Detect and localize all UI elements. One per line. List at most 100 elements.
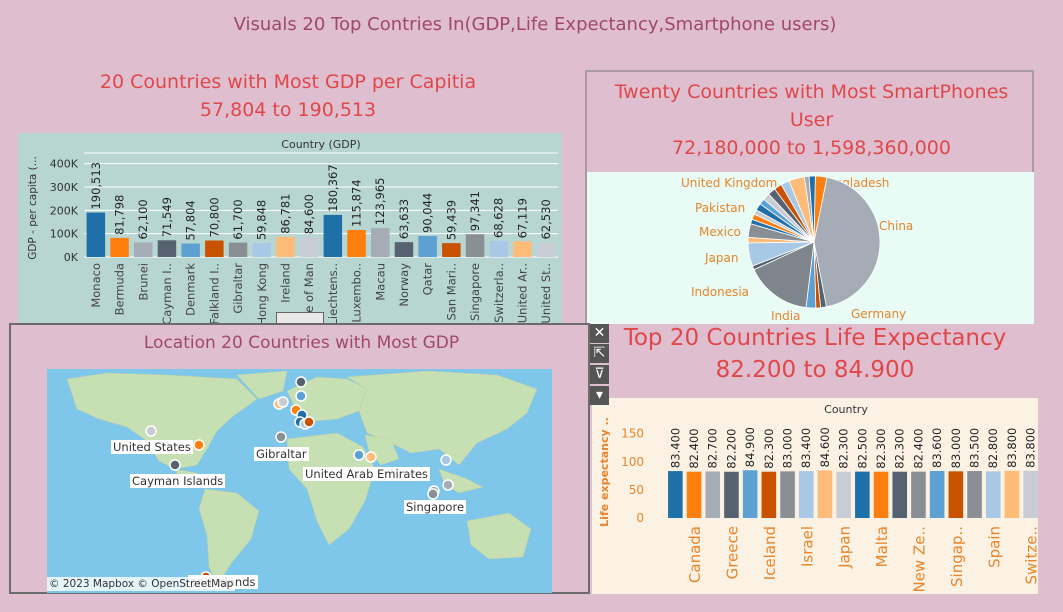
gdp-bar [347, 229, 366, 257]
page-title: Visuals 20 Top Contries In(GDP,Life Expe… [233, 14, 837, 35]
life-ytick: 50 [629, 483, 644, 497]
gdp-bar [181, 243, 200, 257]
world-map[interactable]: United States Cayman Islands Gibraltar U… [47, 369, 552, 593]
gdp-chart[interactable]: Country (GDP) GDP - per capita (... 0K 100K… [18, 133, 562, 326]
gdp-ytick: 200K [50, 204, 79, 217]
gdp-category-label: Macau [373, 263, 387, 301]
map-label-united-states: United States [111, 440, 193, 454]
gdp-bar [394, 242, 414, 257]
gdp-bar-label: 63,633 [397, 199, 411, 239]
gdp-category-label: San Mari.. [444, 263, 458, 321]
life-bar-label: 83.400 [799, 428, 813, 468]
resize-handle[interactable] [276, 312, 324, 324]
gdp-title: 20 Countries with Most GDP per Capitia [99, 71, 477, 93]
life-bar [948, 471, 964, 518]
world-map-svg [66, 370, 538, 586]
life-bar-label: 83.800 [1005, 428, 1019, 468]
marker-denmark [295, 390, 307, 402]
smartphone-subtitle: 72,180,000 to 1,598,360,000 [672, 137, 951, 159]
life-category-label: New Ze.. [910, 526, 928, 593]
filter-icon[interactable]: ⊽ [590, 365, 609, 384]
map-title: Location 20 Countries with Most GDP [143, 333, 460, 353]
gdp-bar-label: 70,800 [207, 197, 221, 237]
life-bar-label: 83.400 [668, 428, 682, 468]
life-bar-label: 83.600 [930, 428, 944, 468]
map-panel[interactable]: Location 20 Countries with Most GDP [9, 323, 590, 594]
gdp-bar [513, 241, 532, 257]
life-bar [892, 471, 908, 518]
smartphone-title-line1: Twenty Countries with Most SmartPhones [614, 81, 1009, 103]
life-chart-title: Top 20 Countries Life Expectancy 82.200 … [590, 322, 1040, 386]
life-ytick: 0 [636, 511, 644, 525]
gdp-category-label: Denmark [184, 263, 198, 316]
life-ylabel: Life expectancy .. [598, 417, 611, 527]
gdp-category-label: Ireland [278, 263, 292, 303]
gdp-bar [371, 228, 390, 257]
life-bar-label: 82.300 [762, 428, 776, 468]
gdp-ytick: 0K [64, 251, 79, 264]
gdp-bar [442, 243, 461, 257]
gdp-ytick: 400K [50, 158, 79, 171]
gdp-bar [276, 236, 295, 257]
gdp-category-label: Liechtens.. [326, 263, 340, 323]
gdp-category-label: Luxembo.. [350, 263, 364, 323]
map-label-gibraltar: Gibraltar [254, 447, 309, 461]
marker-norway [295, 376, 307, 388]
life-bar-label: 82.700 [706, 428, 720, 468]
life-bar [817, 470, 833, 518]
gdp-category-label: Qatar [421, 263, 435, 296]
marker-san-marino [303, 416, 315, 428]
smartphone-panel[interactable]: Twenty Countries with Most SmartPhones U… [585, 70, 1034, 324]
gdp-category-label: Cayman I.. [160, 263, 174, 323]
gdp-category-label: Hong Kong [255, 263, 269, 323]
gdp-bar-label: 62,530 [539, 199, 553, 239]
marker-bermuda [145, 425, 157, 437]
life-bar [855, 471, 870, 518]
life-bar [705, 471, 721, 518]
life-bar [761, 471, 777, 518]
more-options-icon[interactable]: ▾ [590, 386, 609, 405]
life-bar [1023, 470, 1038, 518]
smartphone-pie-area: Bangladesh China Germany India Indonesia Japa… [587, 172, 1034, 324]
life-bar-label: 83.000 [949, 428, 963, 468]
life-category-label: Greece [723, 526, 741, 579]
pie-slice-label: United Kingdom [681, 176, 777, 190]
gdp-category-label: United St.. [539, 263, 553, 323]
gdp-category-label: Gibraltar [231, 263, 245, 314]
life-chart[interactable]: Country Life expectancy .. 0 50 100 150 83.400… [592, 398, 1041, 594]
life-bar [929, 470, 945, 518]
pie-slice-label: India [771, 309, 800, 323]
life-category-label: Canada [686, 526, 704, 583]
life-bar [780, 471, 795, 518]
pie-slice [808, 175, 816, 243]
marker-qatar [353, 449, 365, 461]
life-bar-label: 83.000 [781, 428, 795, 468]
gdp-bar-label: 190,513 [89, 162, 103, 210]
pie-slice-label: Mexico [699, 225, 741, 239]
close-icon[interactable]: ✕ [590, 324, 609, 343]
marker-isle-of-man [277, 396, 289, 408]
life-bar-label: 82.200 [724, 429, 738, 469]
map-label-uae: United Arab Emirates [303, 467, 431, 481]
marker-hong-kong [440, 454, 452, 466]
life-bar [798, 471, 814, 518]
life-bar-label: 83.500 [968, 428, 982, 468]
gdp-bar [323, 214, 343, 257]
gdp-bar-label: 84,600 [302, 194, 316, 234]
life-category-label: Iceland [761, 526, 779, 580]
gdp-bar [299, 237, 319, 257]
popout-icon[interactable]: ⇱ [590, 344, 609, 363]
gdp-bar-label: 62,100 [136, 199, 150, 239]
pie-slice [813, 176, 881, 308]
gdp-category-label: Falkland I.. [207, 263, 221, 323]
gdp-bar-label: 81,798 [113, 195, 127, 235]
gdp-bar [228, 242, 248, 257]
life-subtitle: 82.200 to 84.900 [715, 357, 915, 383]
gdp-bar [110, 237, 129, 257]
marker-gibraltar [275, 431, 287, 443]
australia-shape [466, 512, 532, 560]
marker-macau [442, 479, 454, 491]
gdp-bar-label: 180,367 [326, 164, 340, 212]
pie-slice-label: Japan [704, 251, 738, 265]
gdp-category-label: Norway [397, 263, 411, 307]
